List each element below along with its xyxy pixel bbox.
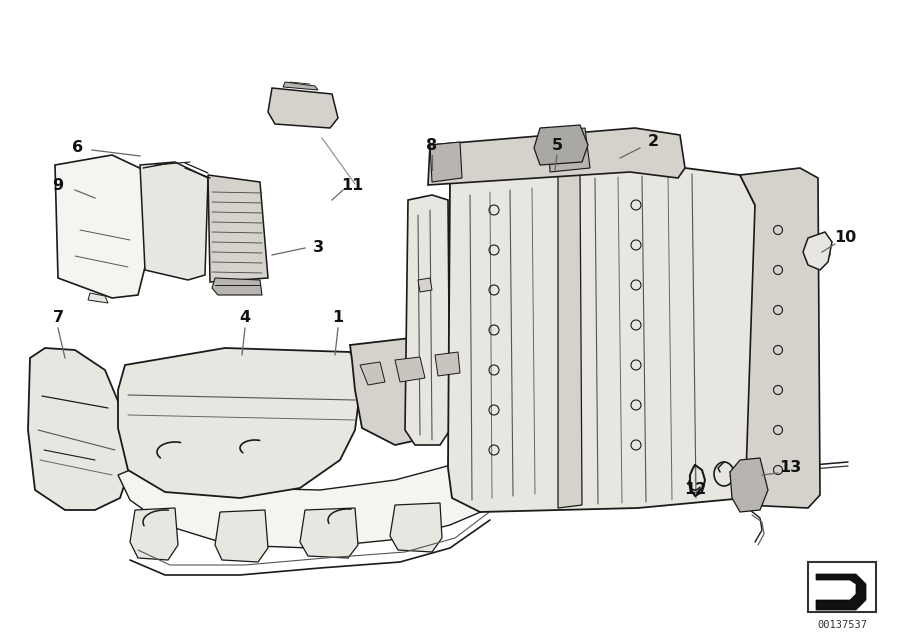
Text: 2: 2: [647, 134, 659, 149]
Polygon shape: [130, 508, 178, 560]
Text: 10: 10: [834, 230, 856, 245]
Text: 6: 6: [72, 141, 84, 155]
Polygon shape: [803, 232, 832, 270]
Polygon shape: [558, 172, 582, 508]
Text: 11: 11: [341, 177, 363, 193]
Polygon shape: [118, 458, 498, 548]
Polygon shape: [390, 503, 442, 552]
Polygon shape: [215, 510, 268, 562]
Polygon shape: [360, 362, 385, 385]
Polygon shape: [740, 168, 820, 508]
Text: 12: 12: [684, 483, 706, 497]
Polygon shape: [548, 128, 590, 172]
Text: 00137537: 00137537: [817, 620, 867, 630]
Text: 5: 5: [552, 137, 562, 153]
Polygon shape: [418, 278, 432, 292]
Polygon shape: [140, 162, 208, 280]
Text: 4: 4: [239, 310, 250, 326]
Polygon shape: [283, 82, 318, 90]
Polygon shape: [118, 348, 362, 498]
Text: 7: 7: [52, 310, 64, 326]
Polygon shape: [730, 458, 768, 512]
Text: 8: 8: [427, 137, 437, 153]
Polygon shape: [88, 293, 108, 303]
Polygon shape: [395, 357, 425, 382]
Polygon shape: [448, 165, 758, 512]
Text: 1: 1: [332, 310, 344, 326]
Polygon shape: [405, 195, 450, 445]
Polygon shape: [534, 125, 588, 165]
Text: 9: 9: [52, 177, 64, 193]
Polygon shape: [350, 330, 500, 445]
Polygon shape: [268, 88, 338, 128]
Polygon shape: [212, 278, 262, 295]
Text: 3: 3: [312, 240, 324, 256]
Bar: [808, 562, 876, 612]
Polygon shape: [55, 155, 148, 298]
Polygon shape: [435, 352, 460, 376]
Polygon shape: [300, 508, 358, 558]
Polygon shape: [208, 175, 268, 282]
Polygon shape: [28, 348, 130, 510]
Polygon shape: [430, 142, 462, 182]
Polygon shape: [428, 128, 685, 185]
Polygon shape: [816, 574, 866, 610]
Text: 13: 13: [778, 460, 801, 476]
